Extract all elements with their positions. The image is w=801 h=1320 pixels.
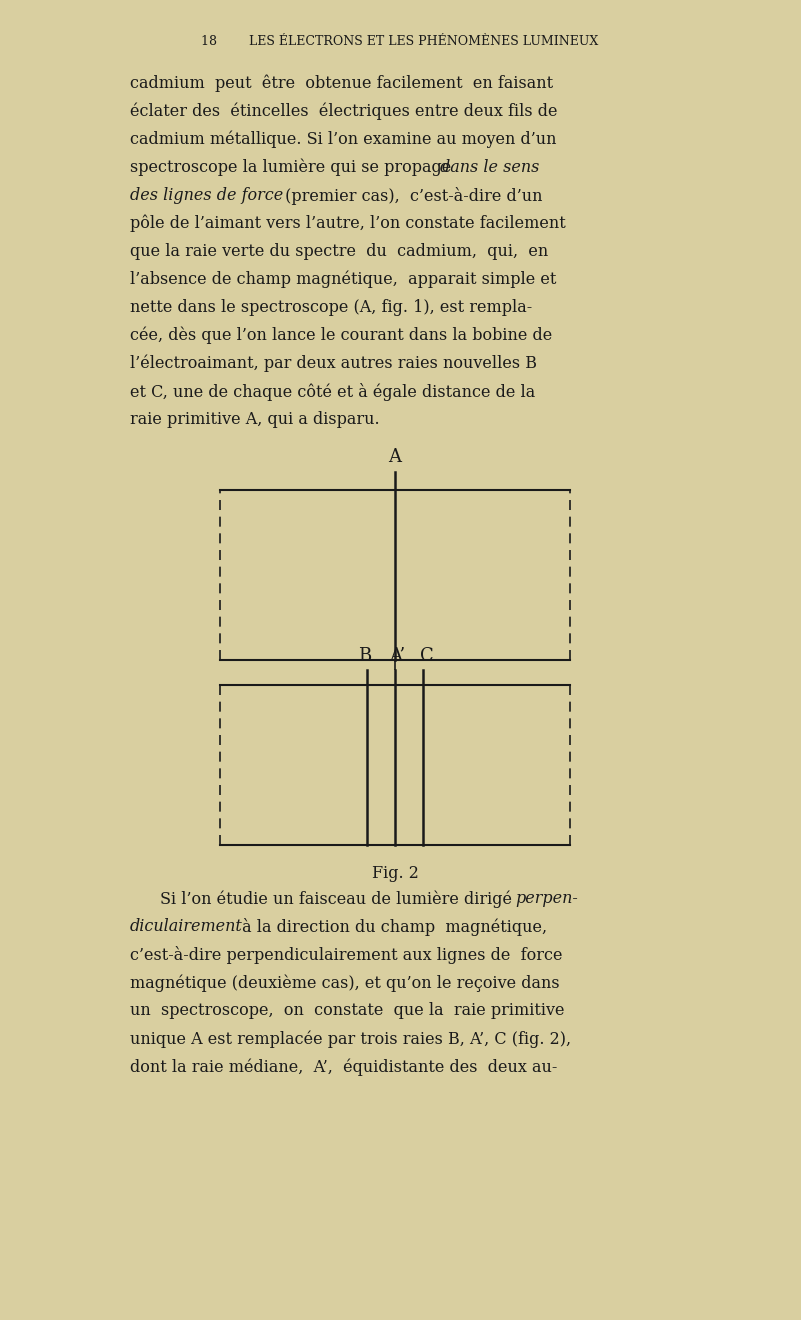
Text: Fig. 2: Fig. 2 <box>372 865 418 882</box>
Text: diculairement: diculairement <box>130 917 243 935</box>
Text: l’électroaimant, par deux autres raies nouvelles B: l’électroaimant, par deux autres raies n… <box>130 355 537 372</box>
Text: raie primitive A, qui a disparu.: raie primitive A, qui a disparu. <box>130 411 380 428</box>
Text: des lignes de force: des lignes de force <box>130 187 284 205</box>
Text: (premier cas),  c’est-à-dire d’un: (premier cas), c’est-à-dire d’un <box>280 187 542 205</box>
Text: magnétique (deuxième cas), et qu’on le reçoive dans: magnétique (deuxième cas), et qu’on le r… <box>130 974 560 991</box>
Text: perpen-: perpen- <box>515 890 578 907</box>
Text: 18        LES ÉLECTRONS ET LES PHÉNOMÈNES LUMINEUX: 18 LES ÉLECTRONS ET LES PHÉNOMÈNES LUMIN… <box>201 36 598 48</box>
Text: que la raie verte du spectre  du  cadmium,  qui,  en: que la raie verte du spectre du cadmium,… <box>130 243 548 260</box>
Text: cadmium  peut  être  obtenue facilement  en faisant: cadmium peut être obtenue facilement en … <box>130 75 553 92</box>
Text: l’absence de champ magnétique,  apparait simple et: l’absence de champ magnétique, apparait … <box>130 271 557 289</box>
Text: cadmium métallique. Si l’on examine au moyen d’un: cadmium métallique. Si l’on examine au m… <box>130 131 557 149</box>
Text: A’: A’ <box>388 647 405 665</box>
Text: dans le sens: dans le sens <box>440 158 539 176</box>
Text: c’est-à-dire perpendiculairement aux lignes de  force: c’est-à-dire perpendiculairement aux lig… <box>130 946 562 964</box>
Text: dont la raie médiane,  A’,  équidistante des  deux au-: dont la raie médiane, A’, équidistante d… <box>130 1059 557 1076</box>
Text: à la direction du champ  magnétique,: à la direction du champ magnétique, <box>237 917 547 936</box>
Text: A: A <box>388 447 401 466</box>
Text: B: B <box>358 647 372 665</box>
Text: pôle de l’aimant vers l’autre, l’on constate facilement: pôle de l’aimant vers l’autre, l’on cons… <box>130 215 566 232</box>
Text: éclater des  étincelles  électriques entre deux fils de: éclater des étincelles électriques entre… <box>130 103 557 120</box>
Text: unique A est remplacée par trois raies B, A’, C (fig. 2),: unique A est remplacée par trois raies B… <box>130 1030 571 1048</box>
Text: Si l’on étudie un faisceau de lumière dirigé: Si l’on étudie un faisceau de lumière di… <box>160 890 517 908</box>
Text: nette dans le spectroscope (A, fig. 1), est rempla-: nette dans le spectroscope (A, fig. 1), … <box>130 300 532 315</box>
Text: un  spectroscope,  on  constate  que la  raie primitive: un spectroscope, on constate que la raie… <box>130 1002 565 1019</box>
Text: cée, dès que l’on lance le courant dans la bobine de: cée, dès que l’on lance le courant dans … <box>130 327 552 345</box>
Text: et C, une de chaque côté et à égale distance de la: et C, une de chaque côté et à égale dist… <box>130 383 535 401</box>
Text: C: C <box>421 647 434 665</box>
Text: spectroscope la lumière qui se propage: spectroscope la lumière qui se propage <box>130 158 457 177</box>
